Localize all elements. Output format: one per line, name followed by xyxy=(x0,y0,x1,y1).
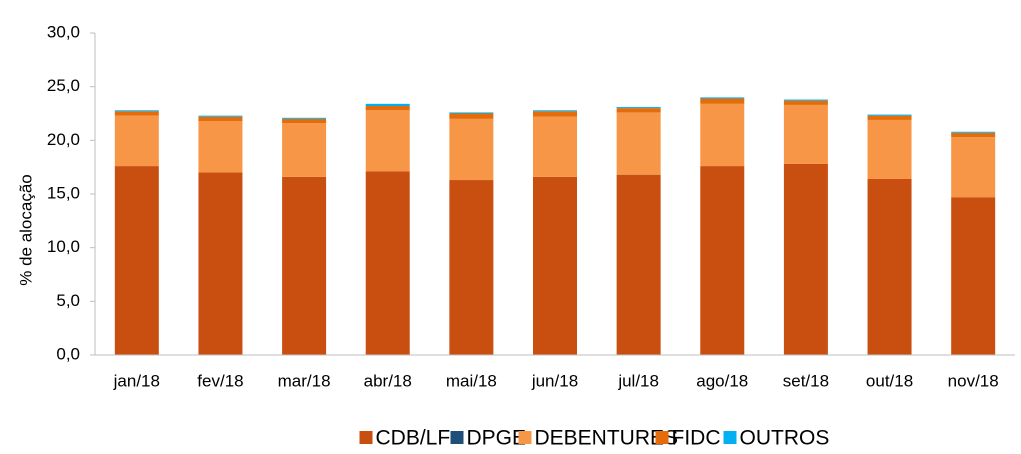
y-tick-label: 30,0 xyxy=(47,22,80,41)
legend-label: OUTROS xyxy=(740,427,830,450)
x-tick-label: jul/18 xyxy=(617,371,659,390)
x-tick-label: mai/18 xyxy=(446,371,497,390)
x-tick-label: abr/18 xyxy=(364,371,412,390)
x-tick-label: jan/18 xyxy=(113,371,160,390)
bar-segment xyxy=(449,113,494,119)
legend-label: DPGE xyxy=(467,427,527,450)
bar-segment xyxy=(449,118,494,181)
bar-segment xyxy=(533,116,577,177)
bar-segment xyxy=(951,137,996,198)
y-axis-label: % de alocação xyxy=(16,174,35,286)
x-tick-label: set/18 xyxy=(783,371,829,390)
bar-segment xyxy=(282,123,327,177)
legend-swatch xyxy=(723,431,737,444)
x-tick-label: ago/18 xyxy=(696,371,748,390)
bar-segment xyxy=(114,115,159,167)
bar-segment xyxy=(114,110,159,112)
bar-segment xyxy=(783,163,828,355)
bar-segment xyxy=(783,100,828,105)
x-tick-label: fev/18 xyxy=(197,371,243,390)
legend-label: DEBENTURES xyxy=(535,427,679,450)
bar-segment xyxy=(365,105,410,111)
y-tick-label: 0,0 xyxy=(56,344,80,363)
legend-swatch xyxy=(450,431,464,444)
bar-segment xyxy=(616,112,661,175)
bar-segment xyxy=(700,97,745,99)
bar-segment xyxy=(783,99,828,101)
bar-segment xyxy=(365,171,410,355)
bar-segment xyxy=(616,108,661,113)
legend-swatch xyxy=(359,431,373,444)
bar-segment xyxy=(533,111,577,117)
y-tick-label: 25,0 xyxy=(47,76,80,95)
bar-segment xyxy=(700,98,745,104)
bar-segment xyxy=(282,117,327,119)
bar-segment xyxy=(700,103,745,167)
bar-segment xyxy=(282,118,327,124)
bar-segment xyxy=(198,121,243,173)
bar-segment xyxy=(533,110,577,112)
bar-segment xyxy=(365,110,410,172)
bar-segment xyxy=(951,131,996,133)
bar-segment xyxy=(951,132,996,138)
y-tick-label: 5,0 xyxy=(56,291,80,310)
y-tick-label: 15,0 xyxy=(47,183,80,202)
bar-segment xyxy=(951,197,996,355)
legend-swatch xyxy=(655,431,669,444)
x-tick-label: jun/18 xyxy=(531,371,578,390)
bar-segment xyxy=(198,172,243,355)
bar-segment xyxy=(282,176,327,355)
bar-segment xyxy=(533,176,577,355)
bar-segment xyxy=(867,178,912,355)
x-tick-label: out/18 xyxy=(866,371,913,390)
bar-segment xyxy=(114,166,159,355)
bar-segment xyxy=(867,114,912,116)
bar-segment xyxy=(616,107,661,109)
bar-segment xyxy=(449,180,494,355)
y-tick-label: 10,0 xyxy=(47,237,80,256)
legend-label: FIDC xyxy=(672,427,721,450)
bar-segment xyxy=(783,104,828,164)
bar-segment xyxy=(114,111,159,116)
x-tick-label: nov/18 xyxy=(948,371,999,390)
bar-segment xyxy=(365,103,410,106)
y-tick-label: 20,0 xyxy=(47,130,80,149)
bar-segment xyxy=(198,116,243,122)
bar-segment xyxy=(867,119,912,179)
legend-label: CDB/LF xyxy=(376,427,451,450)
bar-segment xyxy=(616,174,661,355)
legend-swatch xyxy=(518,431,532,444)
bar-segment xyxy=(700,166,745,355)
bar-segment xyxy=(198,115,243,117)
bar-segment xyxy=(867,115,912,120)
x-tick-label: mar/18 xyxy=(278,371,331,390)
bar-segment xyxy=(449,112,494,114)
